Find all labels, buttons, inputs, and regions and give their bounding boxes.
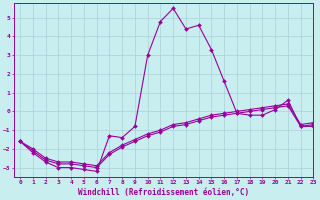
X-axis label: Windchill (Refroidissement éolien,°C): Windchill (Refroidissement éolien,°C) [78,188,249,197]
